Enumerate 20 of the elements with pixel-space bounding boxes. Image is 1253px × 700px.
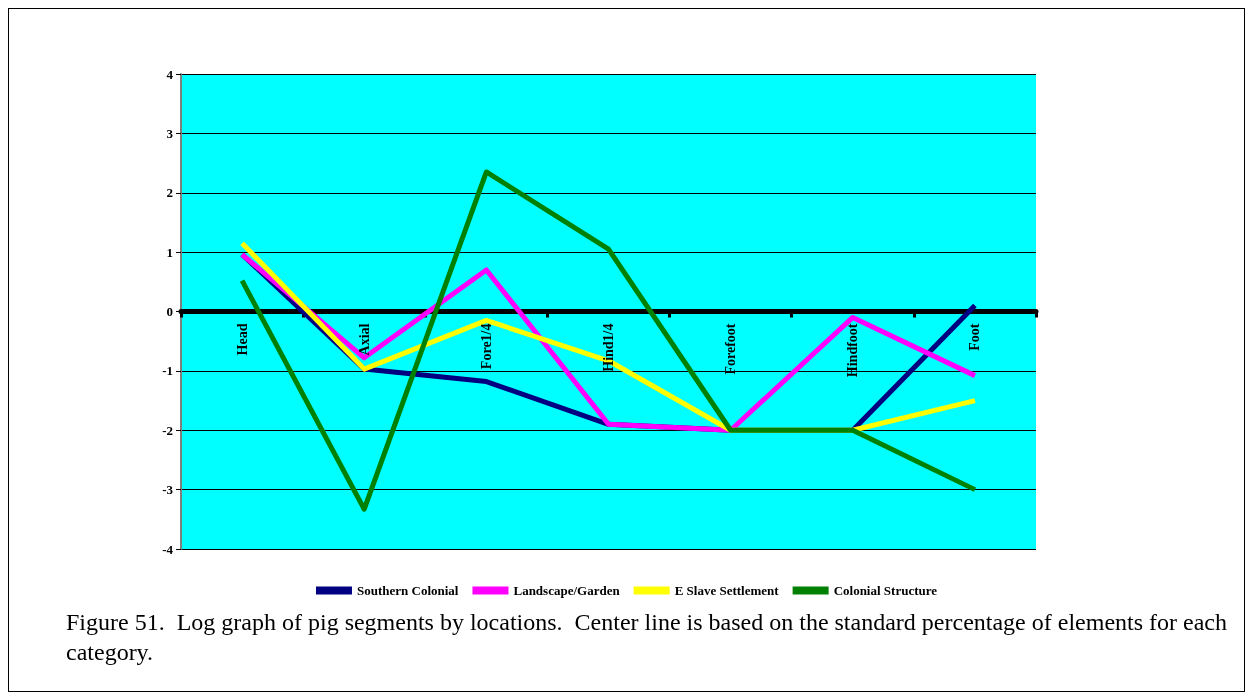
legend-label: Landscape/Garden xyxy=(513,583,621,598)
x-tick-label: Hindfoot xyxy=(845,323,861,378)
x-tick-label: Foot xyxy=(967,323,983,351)
x-tick-label: Hind1/4 xyxy=(601,323,616,372)
x-tick-label: Head xyxy=(234,323,250,356)
y-tick-label: 1 xyxy=(166,244,173,260)
y-tick-label: 4 xyxy=(166,66,174,82)
y-tick-label: -2 xyxy=(162,422,173,438)
x-tick-label: Axial xyxy=(356,323,372,356)
caption: Figure 51. Log graph of pig segments by locations. Center line is based on the standard percentage of elements for each category. xyxy=(66,609,1233,665)
y-tick-label: -4 xyxy=(162,541,174,557)
y-tick-label: -3 xyxy=(162,482,174,498)
legend-label: E Slave Settlement xyxy=(674,583,780,598)
y-tick-label: -1 xyxy=(162,363,173,379)
legend-label: Colonial Structure xyxy=(833,583,938,598)
y-tick-label: 2 xyxy=(166,185,173,201)
y-tick-label: 0 xyxy=(166,304,173,319)
legend-label: Southern Colonial xyxy=(356,583,459,598)
y-tick-label: 3 xyxy=(166,125,174,141)
x-tick-label: Fore1/4 xyxy=(478,323,494,370)
